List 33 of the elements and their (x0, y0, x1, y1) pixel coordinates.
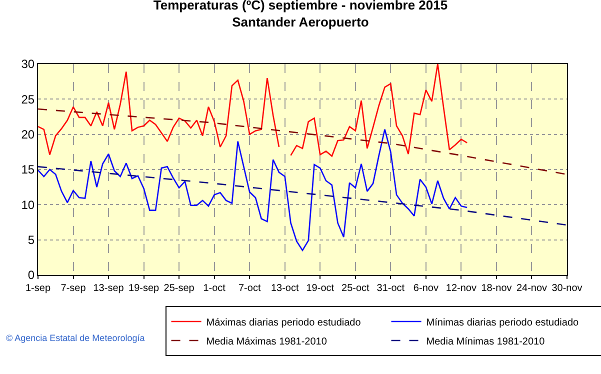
y-tick-label: 20 (21, 128, 35, 142)
y-tick-label: 10 (21, 198, 35, 212)
x-tick-label: 7-sep (60, 282, 86, 294)
y-tick-label: 30 (21, 57, 35, 72)
x-tick-label: 30-nov (552, 282, 582, 294)
x-tick-label: 13-oct (270, 282, 299, 294)
legend-label: Mínimas diarias periodo estudiado (426, 317, 580, 328)
x-tick-label: 19-oct (306, 282, 334, 294)
x-tick-label: 7-oct (238, 282, 261, 294)
x-tick-label: 19-sep (128, 282, 160, 294)
x-tick-label: 25-sep (164, 282, 195, 294)
x-tick-label: 1-sep (25, 282, 51, 294)
y-tick-label: 0 (28, 268, 35, 282)
x-tick-label: 31-oct (376, 282, 405, 294)
line-series (38, 128, 468, 252)
legend-label: Máximas diarias periodo estudiado (206, 317, 362, 328)
x-tick-label: 6-nov (413, 282, 438, 294)
x-tick-label: 1-oct (203, 282, 226, 294)
legend-label: Media Máximas 1981-2010 (206, 336, 328, 348)
y-tick-label: 15 (21, 162, 35, 177)
chart-title: Temperaturas (ºC) septiembre - noviembre 2015 (153, 0, 448, 12)
x-tick-label: 24-nov (516, 282, 548, 294)
legend-label: Media Mínimas 1981-2010 (426, 336, 546, 348)
text: © Agencia Estatal de Meteorología (6, 333, 145, 343)
y-tick-label: 5 (28, 233, 35, 248)
line-series (38, 108, 567, 176)
chart-subtitle: Santander Aeropuerto (232, 14, 369, 30)
y-tick-label: 25 (21, 92, 35, 106)
x-tick-label: 18-nov (481, 282, 512, 294)
line-series (38, 166, 567, 226)
x-tick-label: 13-sep (93, 282, 124, 294)
x-tick-label: 25-oct (342, 282, 370, 294)
x-tick-label: 12-nov (446, 282, 476, 294)
